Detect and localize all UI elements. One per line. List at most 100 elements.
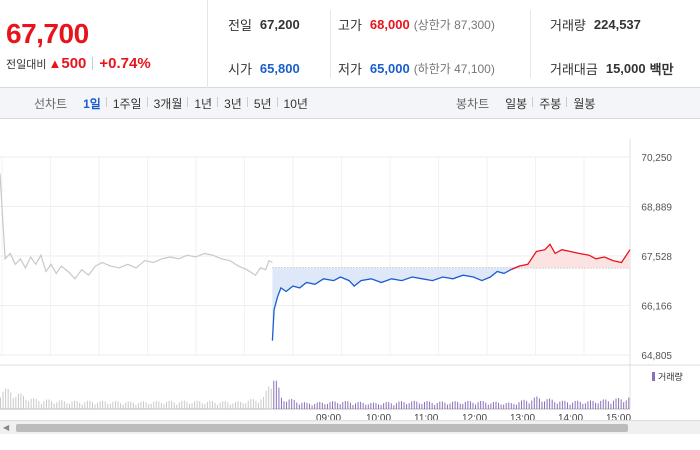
volume-bar: [209, 400, 211, 409]
volume-bar: [446, 404, 448, 409]
volume-bar: [178, 402, 180, 409]
volume-bar: [76, 401, 78, 409]
volume-bar: [311, 405, 313, 409]
volume-bar: [623, 402, 625, 409]
volume-bar: [17, 393, 19, 409]
y-tick-label: 68,889: [641, 203, 672, 214]
volume-bar: [265, 390, 267, 409]
tab-monthly-candle[interactable]: 월봉: [566, 95, 601, 112]
current-price: 67,700: [6, 18, 89, 49]
volume-bar: [191, 403, 193, 409]
volume-bar: [321, 402, 323, 409]
volume-bar: [86, 400, 88, 409]
tab-10years[interactable]: 10년: [276, 95, 314, 112]
tab-5years[interactable]: 5년: [246, 95, 278, 112]
tab-1day[interactable]: 1일: [83, 97, 101, 111]
low-row: 저가 65,000 (하한가 47,100): [338, 58, 495, 78]
scroll-thumb[interactable]: [16, 424, 628, 432]
volume-bar: [589, 400, 591, 409]
prev-day-line: [0, 173, 273, 280]
volume-bar: [245, 403, 247, 409]
tab-1year[interactable]: 1년: [187, 95, 218, 112]
volume-bar: [81, 404, 83, 409]
volume-bar: [160, 403, 162, 409]
volume-bar: [546, 399, 548, 409]
tab-weekly-candle[interactable]: 주봉: [532, 95, 567, 112]
volume-bar: [127, 401, 129, 409]
volume-bar: [91, 402, 93, 409]
intraday-price-chart[interactable]: 70,250 68,889 67,528 66,166 64,805 09:00 10:0…: [0, 119, 700, 450]
amount-label: 거래대금: [550, 61, 598, 77]
volume-bar: [618, 398, 620, 409]
volume-bar: [400, 401, 402, 409]
volume-bar: [229, 404, 231, 409]
volume-bar: [56, 402, 58, 409]
volume-value: 224,537: [593, 16, 641, 32]
change-row: 전일대비 ▲ 500 +0.74%: [6, 55, 151, 72]
volume-bar: [137, 403, 139, 409]
open-label: 시가: [228, 61, 252, 77]
volume-bar: [61, 400, 63, 409]
tab-daily-candle[interactable]: 일봉: [505, 97, 528, 111]
divider: [92, 57, 94, 70]
volume-bar: [561, 400, 563, 409]
column-divider: [330, 10, 331, 78]
volume-bar: [375, 403, 377, 409]
volume-bar: [109, 403, 111, 409]
volume-bar: [365, 404, 367, 409]
volume-bar: [467, 400, 469, 409]
volume-bar: [206, 401, 208, 409]
volume-bar: [293, 400, 295, 409]
volume-bar: [582, 403, 584, 409]
amount-row: 거래대금 15,000 백만: [550, 58, 674, 78]
volume-bar: [114, 400, 116, 409]
volume-bar: [273, 380, 275, 409]
volume-bar: [48, 399, 50, 409]
volume-bar: [538, 398, 540, 409]
volume-bar: [275, 380, 277, 409]
volume-bar: [595, 402, 597, 409]
volume-bar: [306, 402, 308, 409]
volume-bar: [434, 404, 436, 409]
volume-bar: [332, 401, 334, 409]
volume-bar: [120, 403, 122, 409]
volume-bar: [508, 402, 510, 409]
volume-bar: [337, 403, 339, 409]
chart-scrollbar[interactable]: ◀: [0, 420, 700, 434]
scroll-left-icon[interactable]: ◀: [3, 423, 10, 432]
volume-bar: [217, 404, 219, 409]
volume-bar: [600, 400, 602, 409]
volume-bar: [227, 402, 229, 409]
stat-column-1: 전일 67,200 시가 65,800: [228, 0, 328, 88]
volume-legend: 거래량: [652, 371, 683, 382]
volume-bar: [45, 399, 47, 409]
tab-3years[interactable]: 3년: [217, 95, 248, 112]
volume-label: 거래량: [550, 17, 586, 33]
volume-bar: [38, 401, 40, 409]
volume-bar: [421, 404, 423, 409]
volume-bar: [10, 392, 12, 409]
volume-bar: [201, 403, 203, 409]
volume-bar: [148, 404, 150, 409]
amount-unit: 백만: [649, 61, 674, 77]
volume-bar: [457, 401, 459, 409]
volume-bar: [163, 404, 165, 409]
volume-bar: [12, 398, 14, 409]
volume-bar: [612, 400, 614, 409]
volume-bar: [214, 402, 216, 409]
tab-1week[interactable]: 1주일: [105, 95, 148, 112]
volume-bar: [416, 401, 418, 409]
volume-bar: [469, 401, 471, 409]
volume-bar: [344, 400, 346, 409]
x-axis-labels: 09:00 10:00 11:00 12:00 13:00 14:00 15:00: [316, 413, 631, 424]
volume-bar: [257, 402, 259, 409]
tab-3months[interactable]: 3개월: [146, 95, 189, 112]
volume-bar: [35, 399, 37, 409]
volume-bar: [408, 403, 410, 409]
volume-bar: [296, 402, 298, 409]
volume-bar: [610, 403, 612, 409]
volume-bar: [79, 402, 81, 409]
volume-bar: [510, 403, 512, 409]
volume-bar: [186, 401, 188, 409]
volume-bar: [143, 401, 145, 409]
